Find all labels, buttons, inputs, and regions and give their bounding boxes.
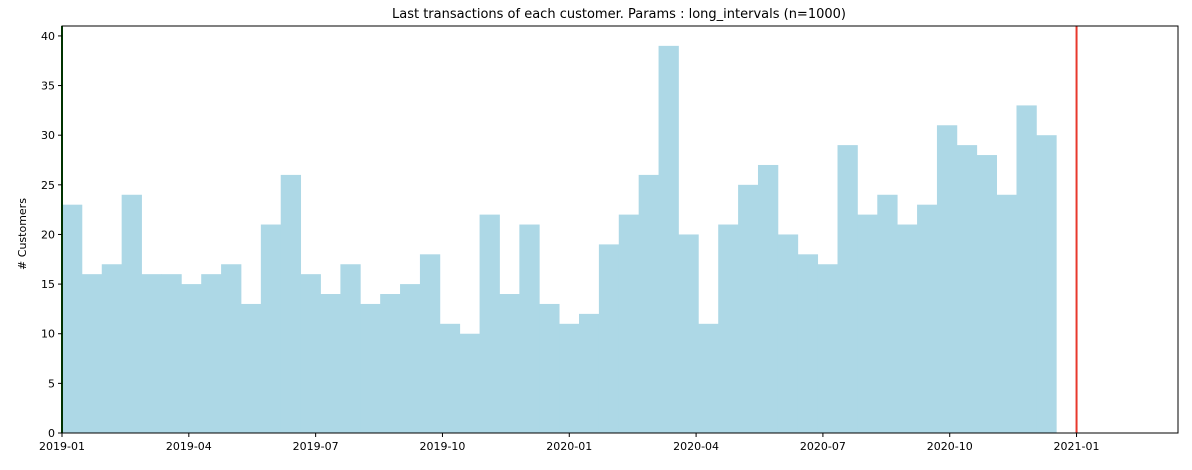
y-tick-label: 40 [41, 30, 55, 43]
y-tick-label: 15 [41, 278, 55, 291]
x-tick-label: 2021-01 [1054, 440, 1100, 453]
y-axis-label: # Customers [16, 198, 29, 270]
histogram-bar [996, 194, 1017, 433]
histogram-bar [400, 284, 421, 433]
y-axis: 0 5 10 15 20 25 30 35 40 [41, 30, 62, 440]
y-tick-label: 35 [41, 80, 55, 93]
histogram-bar [380, 294, 401, 433]
x-tick-label: 2019-01 [39, 440, 85, 453]
histogram-bar [121, 194, 142, 433]
x-tick-label: 2019-07 [293, 440, 339, 453]
x-tick-label: 2020-01 [546, 440, 592, 453]
histogram-bar [320, 294, 341, 433]
histogram-bar [817, 264, 838, 433]
histogram-bar [201, 274, 222, 433]
histogram-bar [280, 174, 302, 433]
histogram-bar [757, 164, 779, 433]
histogram-bar [161, 274, 182, 433]
histogram-bar [419, 254, 441, 433]
y-tick-label: 30 [41, 129, 55, 142]
histogram-bar [479, 214, 500, 433]
x-tick-label: 2020-10 [927, 440, 973, 453]
y-tick-label: 10 [41, 328, 55, 341]
histogram-bar [559, 323, 580, 433]
x-tick-label: 2020-07 [800, 440, 846, 453]
histogram-bar [837, 145, 858, 433]
histogram-bar [260, 224, 282, 433]
histogram-bar [141, 274, 162, 433]
y-tick-label: 5 [48, 377, 55, 390]
histogram-bar [360, 303, 381, 433]
plot-frame [61, 25, 1179, 434]
histogram-bar [598, 244, 620, 433]
histogram-bar [81, 274, 103, 433]
histogram-bar [718, 224, 739, 433]
histogram-bar [221, 264, 242, 433]
y-tick-label: 25 [41, 179, 55, 192]
x-tick-label: 2019-04 [166, 440, 212, 453]
histogram-bar [658, 45, 679, 433]
y-tick-label: 0 [48, 427, 55, 440]
histogram-bar [1016, 105, 1037, 433]
bars [62, 45, 1057, 434]
histogram-bar [181, 284, 202, 433]
histogram-bar [439, 323, 461, 433]
histogram-bar [101, 264, 123, 433]
histogram-bar [917, 204, 938, 433]
histogram-bar [499, 294, 520, 433]
histogram-bar [1036, 135, 1057, 433]
x-tick-label: 2019-10 [419, 440, 465, 453]
histogram-bar [240, 303, 262, 433]
y-tick-label: 20 [41, 228, 55, 241]
histogram-bar [797, 254, 819, 433]
histogram-bar [976, 155, 997, 434]
x-tick-label: 2020-04 [673, 440, 719, 453]
histogram-bar [857, 214, 878, 433]
histogram-bar [897, 224, 918, 433]
histogram-bar [777, 234, 799, 433]
histogram-bar [678, 234, 699, 433]
histogram-bar [638, 174, 659, 433]
histogram-bar [539, 303, 560, 433]
x-axis: 2019-01 2019-04 2019-07 2019-10 2020-01 2020-… [39, 433, 1100, 453]
histogram-bar [300, 274, 321, 433]
histogram-bar [579, 313, 600, 433]
histogram-bar [877, 194, 898, 433]
histogram-bar [459, 333, 480, 433]
histogram-bar [62, 204, 83, 433]
histogram-bar [698, 323, 719, 433]
histogram-bar [340, 264, 361, 433]
histogram-bar [618, 214, 640, 433]
histogram-bar [738, 184, 759, 433]
histogram-bar [936, 125, 958, 433]
chart-title: Last transactions of each customer. Para… [392, 7, 846, 22]
histogram-bar [519, 224, 540, 433]
histogram-bar [956, 145, 978, 433]
